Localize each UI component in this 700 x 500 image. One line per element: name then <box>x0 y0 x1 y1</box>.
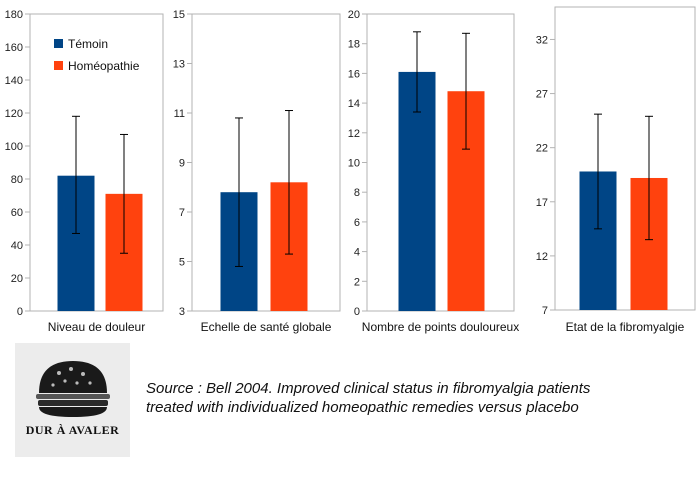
y-tick-label-3-0: 0 <box>354 306 360 318</box>
y-tick-label-1-9: 180 <box>5 9 23 21</box>
y-tick-label-3-9: 18 <box>348 39 360 51</box>
plot-frame-4 <box>554 6 696 311</box>
y-tick-label-2-1: 5 <box>179 257 185 269</box>
y-tick-label-1-3: 60 <box>11 207 23 219</box>
y-tick-label-3-8: 16 <box>348 68 360 80</box>
legend-label-1: Témoin <box>68 37 108 51</box>
y-tick-label-1-0: 0 <box>17 306 23 318</box>
y-tick-label-2-2: 7 <box>179 207 185 219</box>
logo-text: DUR À AVALER <box>25 423 120 437</box>
y-tick-label-3-2: 4 <box>354 247 360 259</box>
y-tick-label-4-4: 27 <box>536 89 548 101</box>
source-line-2: treated with individualized homeopathic … <box>146 399 579 416</box>
source-caption: Source : Bell 2004. Improved clinical st… <box>146 379 686 417</box>
plot-frame-3 <box>366 13 515 312</box>
y-tick-label-1-8: 160 <box>5 42 23 54</box>
y-tick-label-2-4: 11 <box>174 108 185 120</box>
y-tick-label-2-3: 9 <box>179 158 185 170</box>
y-tick-label-1-6: 120 <box>5 108 23 120</box>
source-line-1: Source : Bell 2004. Improved clinical st… <box>146 380 591 397</box>
y-tick-label-1-5: 100 <box>5 141 23 153</box>
legend-swatch-1 <box>54 39 63 48</box>
y-tick-label-3-6: 12 <box>348 128 360 140</box>
y-tick-label-1-4: 80 <box>11 174 23 186</box>
y-tick-label-2-0: 3 <box>179 306 185 318</box>
burger-icon <box>36 361 110 417</box>
y-tick-label-3-4: 8 <box>354 187 360 199</box>
y-tick-label-3-10: 20 <box>348 9 360 21</box>
y-tick-label-3-3: 6 <box>354 217 360 229</box>
y-tick-label-4-5: 32 <box>536 34 548 46</box>
y-tick-label-3-1: 2 <box>354 276 360 288</box>
x-axis-label-2: Echelle de santé globale <box>201 320 332 334</box>
x-axis-label-4: Etat de la fibromyalgie <box>566 320 685 334</box>
y-tick-label-1-7: 140 <box>5 75 23 87</box>
legend-swatch-2 <box>54 61 63 70</box>
y-tick-label-3-5: 10 <box>348 158 360 170</box>
y-tick-label-1-2: 40 <box>11 240 23 252</box>
y-tick-label-3-7: 14 <box>348 98 360 110</box>
y-tick-label-4-3: 22 <box>536 143 548 155</box>
y-tick-label-4-2: 17 <box>536 197 548 209</box>
y-tick-label-1-1: 20 <box>11 273 23 285</box>
y-tick-label-2-6: 15 <box>173 9 185 21</box>
y-tick-label-4-0: 7 <box>542 305 548 317</box>
y-tick-label-2-5: 13 <box>173 59 185 71</box>
y-tick-label-4-1: 12 <box>536 251 548 263</box>
x-axis-label-1: Niveau de douleur <box>48 320 145 334</box>
legend-label-2: Homéopathie <box>68 59 140 73</box>
logo: DUR À AVALER <box>15 343 130 457</box>
x-axis-label-3: Nombre de points douloureux <box>362 320 519 334</box>
plot-frame-2 <box>191 13 341 312</box>
